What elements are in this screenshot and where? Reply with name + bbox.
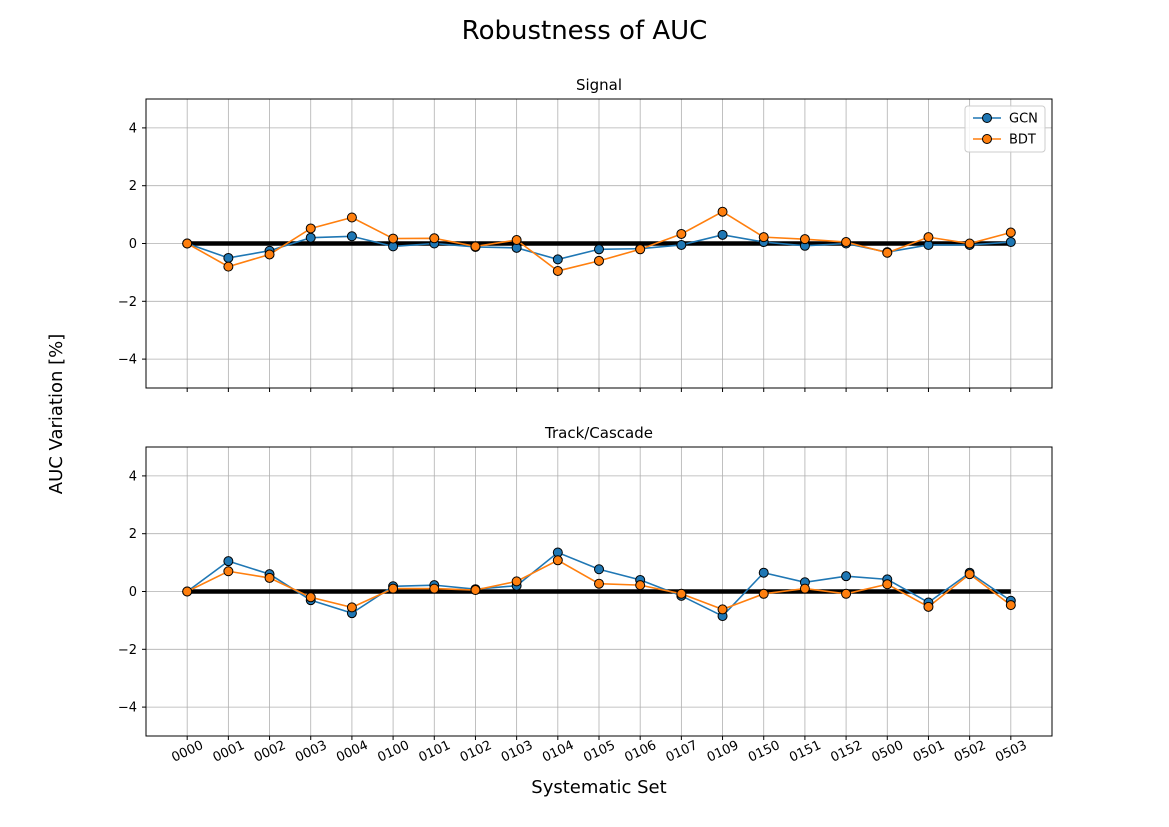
data-point-gcn xyxy=(223,556,234,567)
data-point-gcn xyxy=(346,231,357,242)
data-point-gcn xyxy=(1005,237,1016,248)
data-point-bdt xyxy=(758,588,769,599)
data-point-bdt xyxy=(470,585,481,596)
data-point-bdt xyxy=(635,580,646,591)
data-point-bdt xyxy=(305,592,316,603)
y-tick-label: −2 xyxy=(118,295,137,310)
data-point-bdt xyxy=(182,586,193,597)
data-point-bdt xyxy=(1005,600,1016,611)
data-point-bdt xyxy=(964,238,975,249)
data-point-bdt xyxy=(429,583,440,594)
y-tick-label: 2 xyxy=(129,527,137,542)
data-point-bdt xyxy=(223,261,234,272)
legend: GCN BDT xyxy=(964,105,1046,153)
data-point-bdt xyxy=(964,569,975,580)
data-point-bdt xyxy=(511,576,522,587)
legend-label-gcn: GCN xyxy=(1009,112,1038,127)
data-point-bdt xyxy=(799,234,810,245)
legend-label-bdt: BDT xyxy=(1009,133,1036,148)
y-tick-label: 4 xyxy=(129,469,137,484)
panel-title: Track/Cascade xyxy=(544,424,653,442)
data-point-bdt xyxy=(346,212,357,223)
y-tick-label: −4 xyxy=(118,353,137,368)
data-point-bdt xyxy=(882,247,893,258)
data-point-bdt xyxy=(923,601,934,612)
data-point-bdt xyxy=(470,241,481,252)
data-point-bdt xyxy=(676,228,687,239)
figure-ylabel: AUC Variation [%] xyxy=(46,334,67,495)
y-tick-label: 2 xyxy=(129,179,137,194)
data-point-bdt xyxy=(552,265,563,276)
data-point-bdt xyxy=(1005,227,1016,238)
data-point-gcn xyxy=(676,239,687,250)
data-point-bdt xyxy=(676,588,687,599)
data-point-bdt xyxy=(429,233,440,244)
y-tick-label: 0 xyxy=(129,585,137,600)
data-point-gcn xyxy=(758,567,769,578)
data-point-bdt xyxy=(388,233,399,244)
y-tick-label: 4 xyxy=(129,121,137,136)
data-point-bdt xyxy=(388,583,399,594)
data-point-bdt xyxy=(799,583,810,594)
data-point-bdt xyxy=(717,206,728,217)
data-point-bdt xyxy=(717,604,728,615)
data-point-bdt xyxy=(182,238,193,249)
data-point-gcn xyxy=(223,252,234,263)
data-point-gcn xyxy=(841,571,852,582)
data-point-bdt xyxy=(511,235,522,246)
panel-signal: −4 −2 0 2 4 Signal GCN BDT xyxy=(118,76,1053,392)
y-tick-label: −2 xyxy=(118,643,137,658)
data-point-bdt xyxy=(758,232,769,243)
data-point-bdt xyxy=(635,244,646,255)
y-tick-label: 0 xyxy=(129,237,137,252)
data-point-bdt xyxy=(594,255,604,266)
data-point-bdt xyxy=(594,578,604,589)
data-point-gcn xyxy=(717,229,728,240)
data-point-gcn xyxy=(305,232,316,243)
data-point-gcn xyxy=(594,244,604,255)
data-point-bdt xyxy=(264,249,275,260)
data-point-bdt xyxy=(346,602,357,613)
data-point-bdt xyxy=(882,579,893,590)
y-tick-label: −4 xyxy=(118,701,137,716)
data-point-bdt xyxy=(841,237,852,248)
figure-xlabel: Systematic Set xyxy=(531,777,666,798)
panel-title: Signal xyxy=(576,76,622,94)
data-point-gcn xyxy=(594,564,604,575)
data-point-bdt xyxy=(264,572,275,583)
legend-marker-bdt xyxy=(982,134,992,144)
data-point-bdt xyxy=(552,555,563,566)
data-point-gcn xyxy=(552,254,563,265)
data-point-bdt xyxy=(223,566,234,577)
legend-marker-gcn xyxy=(982,113,992,123)
data-point-bdt xyxy=(305,223,316,234)
data-point-bdt xyxy=(923,232,934,243)
data-point-bdt xyxy=(841,588,852,599)
figure-title: Robustness of AUC xyxy=(462,16,708,46)
